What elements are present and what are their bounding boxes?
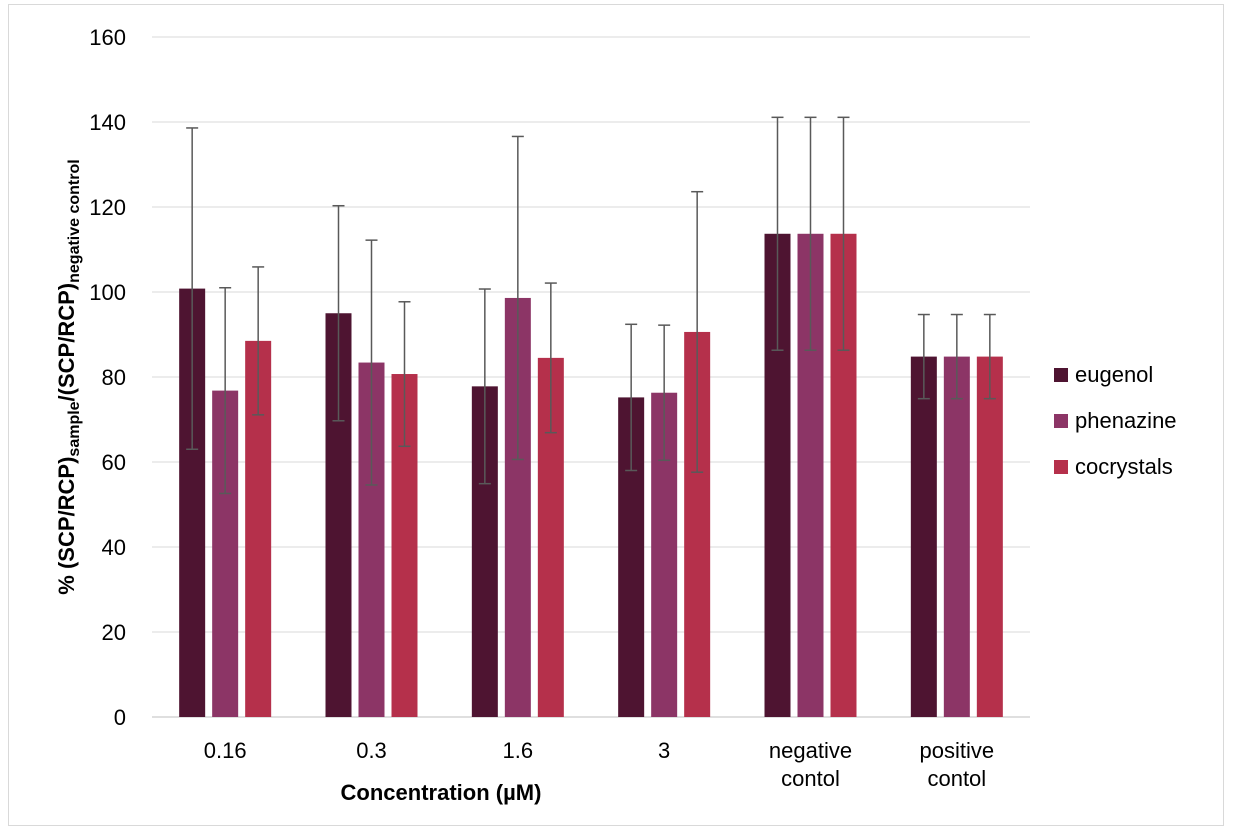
y-tick-label: 120 [89,195,126,220]
y-tick-label: 40 [102,535,126,560]
legend-label-cocrystals: cocrystals [1075,454,1173,479]
y-axis-title: % (SCP/RCP)sample/(SCP/RCP)negative cont… [54,159,83,594]
x-axis-title: Concentration (µM) [341,780,542,805]
legend-label-phenazine: phenazine [1075,408,1177,433]
legend-swatch-phenazine [1054,414,1068,428]
bar-cocrystals [976,356,1003,717]
error-bars [186,116,996,495]
y-tick-label: 160 [89,25,126,50]
x-tick-label: 0.3 [356,738,387,763]
y-tick-label: 140 [89,110,126,135]
legend: eugenol phenazine cocrystals [1054,362,1177,479]
y-tick-label: 100 [89,280,126,305]
y-axis-title-mid: /(SCP/RCP) [54,283,79,402]
legend-swatch-eugenol [1054,368,1068,382]
bar-eugenol [910,356,937,717]
x-tick-label: positive [920,738,995,763]
legend-swatch-cocrystals [1054,460,1068,474]
y-axis-ticks: 0 20 40 60 80 100 120 140 160 [89,25,126,730]
bar-phenazine [943,356,970,717]
gridlines [152,36,1030,718]
x-axis-ticks: 0.16 0.3 1.6 3 negative contol positive contol [204,738,994,791]
y-tick-label: 20 [102,620,126,645]
y-tick-label: 0 [114,705,126,730]
x-tick-label: negative [769,738,852,763]
x-tick-label: 1.6 [503,738,534,763]
y-tick-label: 80 [102,365,126,390]
y-tick-label: 60 [102,450,126,475]
bars [179,233,1003,717]
y-axis-title-sub1: sample [66,401,83,456]
chart-frame [8,4,1224,826]
legend-label-eugenol: eugenol [1075,362,1153,387]
x-tick-label: 0.16 [204,738,247,763]
x-tick-label: contol [781,766,840,791]
x-tick-label: contol [927,766,986,791]
y-axis-title-main: % (SCP/RCP) [54,457,79,595]
x-tick-label: 3 [658,738,670,763]
y-axis-title-sub2: negative control [66,159,83,283]
